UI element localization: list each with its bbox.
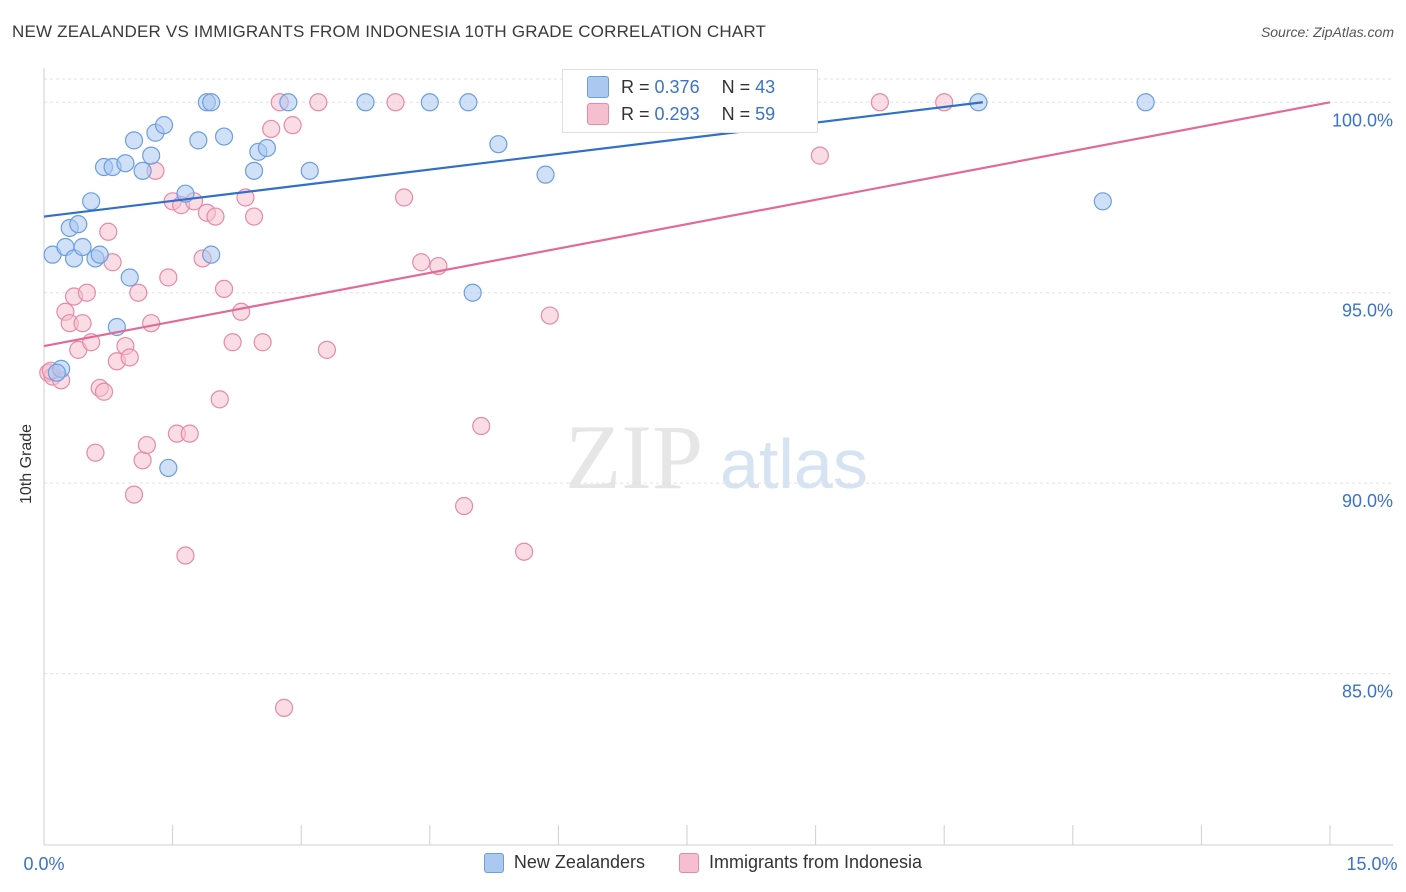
indonesia-point [206, 207, 225, 226]
new-zealander-point [244, 161, 264, 180]
indonesia-point [472, 416, 491, 436]
indonesia-point [137, 435, 156, 455]
new-zealander-point [159, 458, 178, 478]
indonesia-point [283, 116, 302, 135]
new-zealander-point [202, 245, 221, 264]
indonesia-point [214, 279, 234, 299]
indonesia-point [232, 302, 251, 321]
legend-row-new-zealanders: R = 0.376 N = 43 [587, 76, 775, 98]
n-value: 59 [755, 103, 776, 124]
new-zealander-point [154, 116, 174, 135]
new-zealander-point [133, 161, 152, 180]
indonesia-point [223, 333, 242, 352]
indonesia-point [133, 451, 152, 470]
new-zealander-point [47, 363, 66, 382]
new-zealander-point [1136, 93, 1155, 112]
indonesia-point [309, 93, 328, 112]
new-zealander-point [257, 138, 277, 158]
new-zealander-point [202, 93, 221, 112]
r-value: 0.376 [654, 76, 700, 97]
legend-label: New Zealanders [513, 852, 645, 872]
indonesia-point [120, 348, 139, 367]
new-zealander-point [489, 135, 508, 154]
new-zealander-point [82, 192, 101, 211]
indonesia-point [77, 283, 96, 302]
series-legend: New Zealanders Immigrants from Indonesia [0, 852, 1406, 873]
x-tick-label: 0.0% [23, 854, 64, 874]
blue-swatch [483, 852, 504, 873]
new-zealander-point [356, 93, 375, 112]
pink-swatch [678, 852, 699, 873]
indonesia-point [253, 333, 272, 352]
correlation-legend: R = 0.376 N = 43 R = 0.293 N = 59 [562, 69, 818, 133]
legend-item-new-zealanders: New Zealanders [483, 852, 645, 873]
watermark-atlas: atlas [720, 425, 868, 503]
new-zealander-point [69, 215, 88, 234]
new-zealander-point [90, 245, 109, 264]
y-axis-label: 10th Grade [18, 423, 35, 504]
indonesia-point [159, 268, 178, 287]
indonesia-point [412, 253, 431, 272]
legend-item-indonesia: Immigrants from Indonesia [678, 852, 923, 873]
new-zealander-point [463, 283, 482, 302]
watermark-zip: ZIP [565, 406, 703, 508]
indonesia-point [274, 698, 294, 717]
x-tick-label: 15.0% [1346, 854, 1397, 874]
new-zealander-point [300, 161, 319, 180]
new-zealander-point [124, 131, 144, 150]
indonesia-point [810, 146, 829, 165]
indonesia-point [317, 340, 337, 359]
legend-label: Immigrants from Indonesia [708, 852, 923, 872]
indonesia-point [94, 382, 114, 401]
y-tick-label: 100.0% [1332, 110, 1393, 130]
indonesia-point [870, 93, 890, 112]
indonesia-point [73, 314, 92, 333]
indonesia-trendline [43, 101, 1331, 348]
new-zealander-point [73, 237, 92, 257]
new-zealander-point [189, 131, 208, 150]
indonesia-point [262, 119, 281, 139]
y-tick-label: 95.0% [1342, 301, 1393, 321]
blue-swatch [587, 76, 609, 98]
new-zealander-point [279, 93, 298, 112]
indonesia-point [386, 93, 405, 112]
legend-row-indonesia: R = 0.293 N = 59 [587, 103, 775, 125]
r-label: R = [621, 76, 650, 97]
indonesia-point [210, 390, 229, 409]
new-zealander-point [142, 146, 161, 165]
indonesia-point [99, 222, 118, 241]
y-tick-label: 85.0% [1342, 682, 1393, 702]
r-value: 0.293 [654, 103, 700, 124]
new-zealander-point [536, 165, 555, 184]
n-value: 43 [755, 76, 776, 97]
n-label: N = [721, 76, 751, 97]
new-zealander-point [214, 127, 234, 146]
indonesia-point [180, 424, 199, 443]
n-label: N = [721, 103, 751, 124]
indonesia-point [124, 485, 144, 504]
indonesia-point [515, 542, 534, 561]
new-zealander-trendline [43, 101, 983, 218]
indonesia-point [86, 443, 105, 462]
chart-title: NEW ZEALANDER VS IMMIGRANTS FROM INDONES… [12, 22, 767, 41]
indonesia-point [540, 306, 559, 325]
new-zealander-point [1093, 192, 1112, 211]
pink-swatch [587, 103, 609, 125]
indonesia-point [454, 496, 474, 516]
y-tick-label: 90.0% [1342, 491, 1393, 511]
new-zealander-point [420, 93, 439, 112]
indonesia-point [394, 188, 414, 207]
new-zealander-point [120, 268, 139, 287]
indonesia-point [129, 283, 148, 302]
source-credit: Source: ZipAtlas.com [1260, 24, 1394, 40]
indonesia-point [142, 314, 161, 333]
r-label: R = [621, 103, 650, 124]
new-zealander-point [116, 154, 135, 173]
indonesia-point [176, 546, 195, 565]
new-zealander-point [459, 93, 478, 112]
indonesia-point [244, 207, 264, 226]
